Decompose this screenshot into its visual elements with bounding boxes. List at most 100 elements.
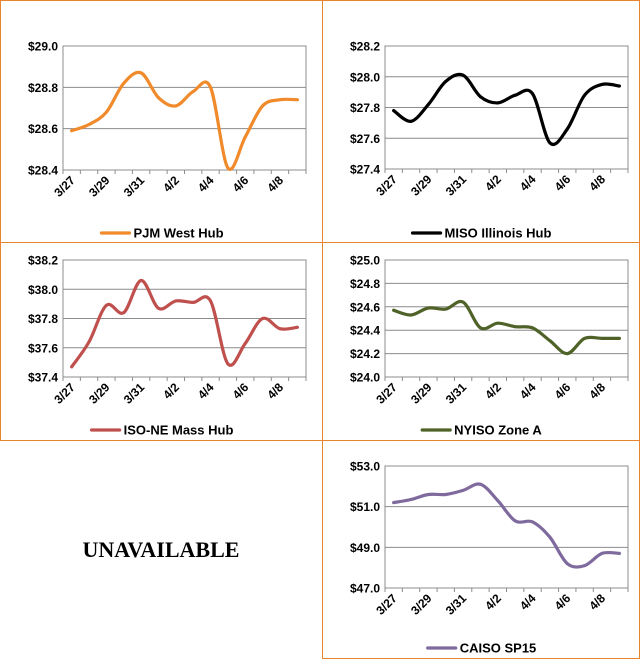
x-tick-label: 3/31	[443, 380, 470, 407]
data-point	[496, 499, 500, 503]
y-tick-label: $37.6	[28, 341, 58, 355]
y-tick-label: $37.4	[28, 371, 58, 385]
x-tick-label: 4/2	[482, 591, 504, 613]
data-point	[226, 362, 230, 366]
data-point	[496, 101, 500, 105]
plot-area-frame	[384, 259, 629, 378]
data-point	[174, 104, 178, 108]
data-point	[70, 129, 74, 133]
legend-label: MISO Illinois Hub	[445, 226, 552, 241]
legend-label: ISO-NE Mass Hub	[124, 423, 234, 438]
y-tick-label: $37.8	[28, 312, 58, 326]
data-point	[226, 166, 230, 170]
y-tick-label: $53.0	[350, 460, 380, 474]
y-tick-label: $28.2	[350, 40, 380, 54]
miso-illinois-hub-chart: $27.4$27.6$27.8$28.0$28.23/27 3/29 3/31 4/2…	[350, 40, 629, 241]
nyiso-zone-a-chart-panel: $24.0 $24.2 $24.4 $24.6 $24.8 $25.0 3/27 3/29 3/…	[322, 242, 640, 441]
pjm-west-hub-chart: $28.4$28.6$28.8$29.03/27 3/29 3/31 4/2 4/4 4/…	[28, 40, 307, 241]
data-point	[278, 98, 282, 102]
data-point	[278, 327, 282, 331]
data-point	[426, 102, 430, 106]
data-point	[392, 109, 396, 113]
data-point	[583, 336, 587, 340]
x-tick-label: 4/8	[586, 591, 608, 613]
data-point	[87, 340, 91, 344]
data-point	[156, 306, 160, 310]
data-point	[600, 551, 604, 555]
x-tick-label: 3/29	[408, 380, 435, 407]
x-tick-label: 4/2	[482, 380, 504, 402]
x-tick-label: 4/4	[517, 172, 539, 194]
data-point	[209, 85, 213, 89]
x-tick-label: 3/31	[443, 172, 470, 199]
data-point	[565, 127, 569, 131]
x-tick-label: 3/29	[86, 380, 113, 407]
iso-ne-mass-hub-chart: $37.4$37.6$37.8$38.0$38.23/27 3/29 3/31 4/2…	[28, 254, 307, 438]
x-tick-label: 3/29	[408, 591, 435, 618]
data-point	[583, 564, 587, 568]
x-tick-label: 4/4	[195, 173, 217, 195]
data-point	[191, 300, 195, 304]
data-point	[139, 71, 143, 75]
y-tick-label: $28.0	[350, 70, 380, 84]
data-point	[617, 84, 621, 88]
data-point	[548, 339, 552, 343]
y-tick-label: $27.6	[350, 132, 380, 146]
y-tick-label: $27.8	[350, 101, 380, 115]
data-point	[295, 98, 299, 102]
y-tick-label: $25.0	[350, 254, 380, 268]
y-tick-label: $38.2	[28, 254, 58, 268]
x-tick-label: 3/29	[408, 172, 435, 199]
data-point	[565, 562, 569, 566]
x-tick-label: 4/6	[552, 172, 574, 194]
pjm-west-hub-chart-panel: $28.4 $28.6 $28.8 $29.0 3/27 3/29 3/31 4/2 4/4 4/…	[0, 0, 323, 243]
x-tick-label: 4/8	[264, 173, 286, 195]
y-tick-label: $27.4	[350, 163, 380, 177]
nyiso-zone-a-chart: $24.0$24.2$24.4$24.6$24.8$25.03/27 3/29 3/…	[350, 254, 629, 438]
y-tick-label: $38.0	[28, 283, 58, 297]
data-point	[426, 306, 430, 310]
x-tick-label: 4/8	[586, 172, 608, 194]
data-point	[548, 535, 552, 539]
pjm-west-hub-series-line	[70, 70, 299, 171]
y-tick-label: $51.0	[350, 500, 380, 514]
y-tick-label: $29.0	[28, 40, 58, 54]
data-point	[617, 551, 621, 555]
data-point	[392, 501, 396, 505]
data-point	[243, 135, 247, 139]
x-tick-label: 4/2	[160, 380, 182, 402]
y-tick-label: $28.6	[28, 122, 58, 136]
data-point	[261, 317, 265, 320]
data-point	[444, 307, 448, 311]
data-point	[392, 308, 396, 312]
x-tick-label: 3/31	[121, 173, 148, 200]
y-tick-label: $24.8	[350, 277, 380, 291]
iso-ne-mass-hub-series-line	[70, 278, 299, 369]
x-tick-label: 4/4	[195, 380, 217, 402]
data-point	[548, 141, 552, 145]
data-point	[461, 300, 465, 304]
y-tick-label: $24.0	[350, 371, 380, 385]
unavailable-label: UNAVAILABLE	[82, 536, 240, 562]
data-point	[513, 519, 517, 523]
miso-illinois-hub-series-line	[392, 72, 621, 146]
data-point	[496, 321, 500, 325]
data-point	[191, 89, 195, 93]
caiso-sp15-chart: $47.0$49.0$51.0$53.03/27 3/29 3/31 4/2 4/4 4/…	[350, 460, 629, 656]
x-tick-label: 3/29	[86, 173, 113, 200]
unavailable-panel: UNAVAILABLE	[0, 440, 322, 659]
x-tick-label: 4/2	[482, 172, 504, 194]
x-tick-label: 3/31	[443, 591, 470, 618]
data-point	[600, 336, 604, 340]
y-tick-label: $24.6	[350, 300, 380, 314]
x-tick-label: 4/6	[552, 380, 574, 402]
y-tick-label: $47.0	[350, 582, 380, 596]
data-point	[174, 299, 178, 303]
y-tick-label: $24.2	[350, 347, 380, 361]
data-point	[122, 81, 126, 85]
data-point	[478, 326, 482, 330]
data-point	[70, 365, 74, 369]
x-tick-label: 4/6	[230, 173, 252, 195]
x-tick-label: 3/31	[121, 380, 148, 407]
